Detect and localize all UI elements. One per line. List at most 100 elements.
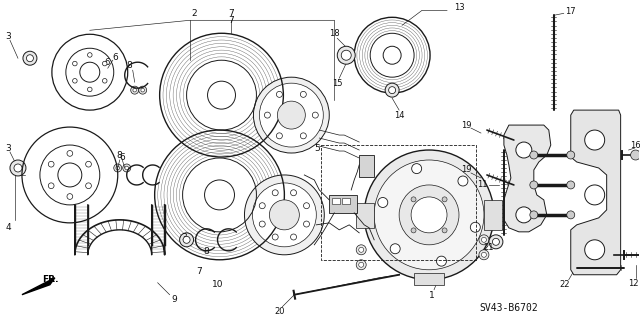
Bar	[484, 200, 502, 230]
Circle shape	[489, 235, 503, 249]
Text: 16: 16	[630, 141, 640, 150]
Circle shape	[259, 83, 323, 147]
Circle shape	[123, 164, 131, 172]
Circle shape	[272, 190, 278, 196]
Circle shape	[385, 83, 399, 97]
Circle shape	[399, 185, 459, 245]
Circle shape	[436, 256, 447, 266]
Circle shape	[442, 228, 447, 233]
Circle shape	[291, 234, 296, 240]
Circle shape	[88, 87, 92, 92]
Circle shape	[567, 181, 575, 189]
Circle shape	[567, 151, 575, 159]
Text: 4: 4	[5, 223, 11, 232]
Circle shape	[244, 175, 324, 255]
Text: 3: 3	[5, 32, 11, 41]
Circle shape	[114, 164, 122, 172]
Circle shape	[133, 88, 136, 92]
Text: 20: 20	[274, 307, 285, 316]
Circle shape	[516, 207, 532, 223]
Circle shape	[180, 233, 193, 247]
Circle shape	[264, 112, 271, 118]
Circle shape	[300, 133, 307, 139]
Text: 9: 9	[172, 295, 177, 304]
Circle shape	[131, 86, 139, 94]
Text: SV43-B6702: SV43-B6702	[479, 303, 538, 313]
Text: 2: 2	[192, 9, 197, 18]
Circle shape	[470, 222, 480, 232]
Text: 12: 12	[628, 279, 639, 288]
Circle shape	[86, 161, 92, 167]
Text: 21: 21	[484, 243, 494, 252]
Circle shape	[356, 260, 366, 270]
Polygon shape	[504, 125, 551, 232]
Circle shape	[102, 78, 107, 83]
Text: 19: 19	[461, 121, 471, 130]
Circle shape	[67, 151, 73, 156]
Circle shape	[479, 250, 489, 260]
Circle shape	[269, 200, 300, 230]
Circle shape	[479, 235, 489, 245]
Text: 14: 14	[394, 111, 404, 120]
Bar	[359, 155, 374, 177]
Text: 22: 22	[559, 280, 570, 289]
Polygon shape	[571, 110, 621, 275]
Circle shape	[291, 190, 296, 196]
Circle shape	[390, 244, 400, 254]
Circle shape	[567, 211, 575, 219]
Bar	[414, 273, 444, 285]
Circle shape	[26, 55, 33, 62]
Text: 6: 6	[120, 152, 125, 161]
Text: 8: 8	[204, 247, 209, 256]
Text: 8: 8	[127, 61, 132, 70]
Bar	[356, 203, 374, 228]
Circle shape	[183, 236, 190, 243]
Circle shape	[337, 46, 355, 64]
Text: 7: 7	[228, 16, 234, 25]
Circle shape	[303, 203, 310, 209]
Circle shape	[530, 181, 538, 189]
Circle shape	[411, 197, 447, 233]
Text: 17: 17	[565, 7, 576, 16]
Circle shape	[585, 240, 605, 260]
Circle shape	[23, 51, 37, 65]
Text: FR.: FR.	[42, 275, 58, 284]
Circle shape	[139, 86, 147, 94]
Text: 13: 13	[454, 3, 465, 12]
Text: 7: 7	[196, 267, 202, 276]
Circle shape	[312, 112, 318, 118]
Circle shape	[303, 221, 310, 227]
Circle shape	[88, 53, 92, 57]
Circle shape	[276, 133, 282, 139]
Text: 15: 15	[332, 79, 342, 88]
Text: 18: 18	[329, 29, 340, 38]
Circle shape	[67, 194, 73, 199]
Circle shape	[125, 166, 129, 170]
Bar	[321, 145, 476, 260]
Circle shape	[343, 52, 349, 59]
Circle shape	[530, 211, 538, 219]
Circle shape	[442, 197, 447, 202]
Text: 6: 6	[113, 53, 118, 62]
Circle shape	[356, 245, 366, 255]
Circle shape	[411, 228, 416, 233]
Circle shape	[358, 247, 364, 252]
Circle shape	[411, 197, 416, 202]
Text: 3: 3	[182, 233, 188, 242]
Text: 6: 6	[104, 58, 109, 67]
Circle shape	[252, 183, 316, 247]
Circle shape	[116, 166, 120, 170]
Circle shape	[358, 262, 364, 267]
Circle shape	[378, 197, 388, 207]
Circle shape	[14, 164, 22, 172]
Text: 11: 11	[477, 181, 487, 189]
Circle shape	[300, 91, 307, 97]
Circle shape	[364, 150, 494, 280]
Circle shape	[458, 176, 468, 186]
Circle shape	[277, 101, 305, 129]
Polygon shape	[22, 278, 55, 295]
Circle shape	[276, 91, 282, 97]
Circle shape	[259, 221, 265, 227]
Circle shape	[585, 130, 605, 150]
Bar	[332, 198, 340, 204]
